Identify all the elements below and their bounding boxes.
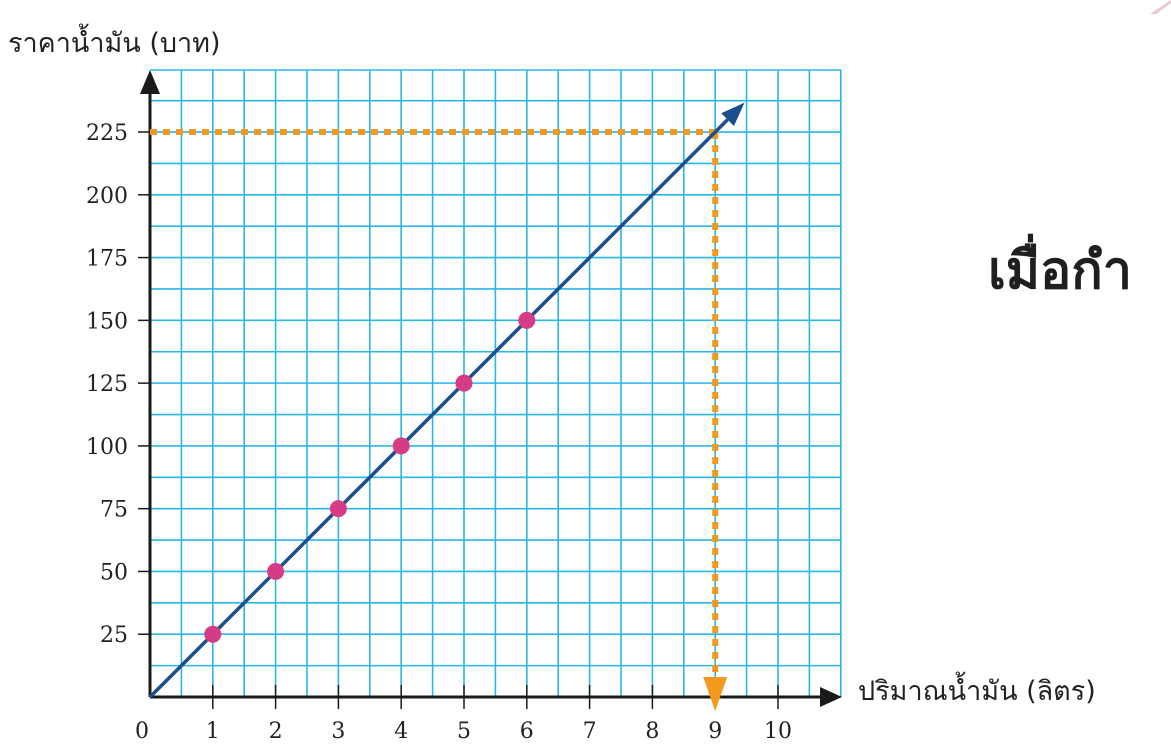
x-tick-label: 3 — [331, 719, 345, 744]
x-axis-arrowhead — [820, 687, 842, 707]
x-tick-label: 8 — [645, 719, 659, 744]
grid — [150, 69, 842, 697]
guide-lines — [150, 129, 728, 711]
data-point — [329, 500, 347, 518]
x-tick-label: 1 — [206, 719, 220, 744]
y-tick-label: 150 — [86, 309, 128, 334]
x-tick-label: 0 — [135, 719, 149, 744]
series-arrowhead — [721, 102, 745, 127]
data-point — [267, 562, 285, 580]
x-axis-label: ปริมาณน้ำมัน (ลิตร) — [858, 671, 1096, 707]
y-axis-arrowhead — [140, 70, 160, 94]
y-tick-label: 225 — [86, 121, 128, 146]
y-tick-label: 125 — [86, 372, 128, 397]
caption-text: เมื่อกำ — [988, 241, 1132, 301]
series-line — [148, 118, 729, 699]
y-tick-label: 100 — [86, 435, 128, 460]
y-tick-label: 200 — [86, 184, 128, 209]
x-tick-label: 10 — [764, 719, 792, 744]
data-point — [204, 625, 222, 643]
x-tick-label: 7 — [583, 719, 597, 744]
y-tick-label: 75 — [100, 498, 128, 523]
tick-labels: 0 1 2 3 4 5 6 7 8 9 10 25 50 75 100 125 150 175 200 225 — [86, 121, 792, 744]
guide-arrowhead — [703, 677, 728, 711]
data-point — [518, 311, 536, 329]
series — [148, 102, 745, 699]
x-tick-label: 5 — [457, 719, 471, 744]
y-tick-label: 175 — [86, 247, 128, 272]
x-tick-label: 9 — [708, 719, 722, 744]
x-tick-label: 2 — [269, 719, 283, 744]
data-point — [392, 437, 410, 455]
y-tick-label: 25 — [100, 623, 128, 648]
y-tick-label: 50 — [100, 560, 128, 585]
y-axis-label: ราคาน้ำมัน (บาท) — [8, 23, 221, 59]
x-tick-label: 6 — [520, 719, 534, 744]
data-point — [455, 374, 473, 392]
axes — [138, 70, 842, 709]
x-tick-label: 4 — [394, 719, 408, 744]
